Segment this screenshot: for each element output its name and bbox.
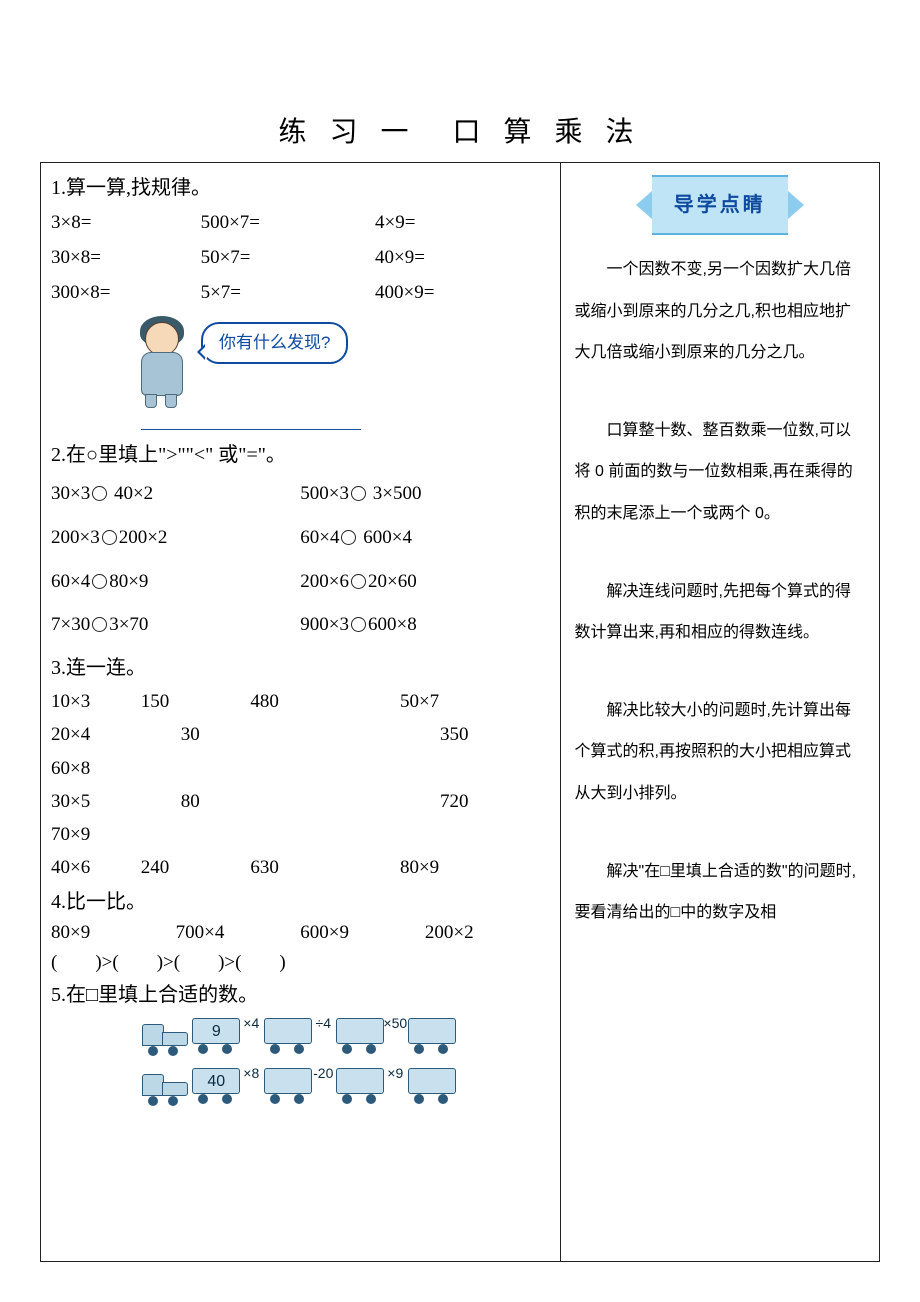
q2-cell: 7×303×70 — [51, 603, 300, 647]
train-car-blank — [262, 1018, 314, 1054]
q2-cell: 30×3 40×2 — [51, 472, 300, 516]
train-car: 40 — [190, 1068, 242, 1104]
q1-heading: 1.算一算,找规律。 — [51, 173, 550, 203]
q1-cell: 5×7= — [201, 275, 375, 310]
q2-cell: 200×620×60 — [300, 560, 549, 604]
q1-cell: 40×9= — [375, 240, 549, 275]
q3-heading: 3.连一连。 — [51, 653, 550, 683]
tip-paragraph: 一个因数不变,另一个因数扩大几倍或缩小到原来的几分之几,积也相应地扩大几倍或缩小… — [575, 249, 865, 374]
train-car-blank — [262, 1068, 314, 1104]
guide-banner-label: 导学点睛 — [652, 175, 788, 235]
q3-cell: 150 — [141, 685, 251, 718]
q1-cell: 500×7= — [201, 205, 375, 240]
page-title: 练 习 一 口 算 乘 法 — [40, 110, 880, 150]
q3-cell: 480 — [250, 685, 400, 718]
train-car-blank — [406, 1018, 458, 1054]
q3-cell: 350 — [400, 718, 550, 751]
q2-cell: 60×4 600×4 — [300, 516, 549, 560]
q3-grid: 10×3 150 480 50×7 20×4 30 350 60×8 30×5 … — [51, 685, 550, 885]
q3-cell: 10×3 — [51, 685, 141, 718]
q4-item: 600×9 — [300, 919, 425, 948]
q3-cell: 40×6 — [51, 851, 141, 884]
car-value: 9 — [192, 1018, 240, 1044]
compare-circle-icon — [92, 574, 107, 589]
speech-row: 你有什么发现? — [131, 316, 550, 408]
compare-circle-icon — [92, 617, 107, 632]
q2-heading: 2.在○里填上">""<" 或"="。 — [51, 440, 550, 470]
q3-cell: 30 — [141, 718, 251, 751]
q1-cell: 400×9= — [375, 275, 549, 310]
q1-grid: 3×8= 500×7= 4×9= 30×8= 50×7= 40×9= 300×8… — [51, 205, 550, 310]
speech-bubble: 你有什么发现? — [201, 322, 348, 364]
q3-cell — [250, 785, 400, 818]
tip-paragraph: 口算整十数、整百数乘一位数,可以将 0 前面的数与一位数相乘,再在乘得的积的末尾… — [575, 410, 865, 535]
q1-cell: 30×8= — [51, 240, 201, 275]
q3-cell — [250, 818, 400, 851]
q2-cell: 60×480×9 — [51, 560, 300, 604]
q4-compare-line: ( )>( )>( )>( ) — [51, 949, 550, 978]
chevron-right-icon — [636, 191, 652, 219]
train-car-blank — [334, 1068, 386, 1104]
answer-blank-line — [141, 412, 361, 430]
q3-cell: 30×5 — [51, 785, 141, 818]
compare-circle-icon — [351, 617, 366, 632]
compare-circle-icon — [351, 486, 366, 501]
q4-heading: 4.比一比。 — [51, 887, 550, 917]
q2-cell: 200×3200×2 — [51, 516, 300, 560]
q3-cell — [400, 818, 550, 851]
q3-cell: 70×9 — [51, 818, 141, 851]
q5-heading: 5.在□里填上合适的数。 — [51, 980, 550, 1010]
q3-cell: 630 — [250, 851, 400, 884]
q4-item: 200×2 — [425, 919, 550, 948]
tip-paragraph: 解决连线问题时,先把每个算式的得数计算出来,再和相应的得数连线。 — [575, 571, 865, 654]
locomotive-icon — [142, 1070, 188, 1104]
train-car: 9 — [190, 1018, 242, 1054]
q3-cell: 20×4 — [51, 718, 141, 751]
q3-cell — [250, 718, 400, 751]
q1-cell: 3×8= — [51, 205, 201, 240]
q2-cell: 900×3600×8 — [300, 603, 549, 647]
train-1: 9 ×4 ÷4 ×50 — [51, 1018, 550, 1054]
car-value: 40 — [192, 1068, 240, 1094]
compare-circle-icon — [102, 530, 117, 545]
q3-cell: 720 — [400, 785, 550, 818]
q3-cell: 60×8 — [51, 752, 141, 785]
train-2: 40 ×8 -20 ×9 — [51, 1068, 550, 1104]
left-column: 1.算一算,找规律。 3×8= 500×7= 4×9= 30×8= 50×7= … — [41, 163, 561, 1261]
q2-grid: 30×3 40×2 500×3 3×500 200×3200×2 60×4 60… — [51, 472, 550, 647]
compare-circle-icon — [351, 574, 366, 589]
content-box: 1.算一算,找规律。 3×8= 500×7= 4×9= 30×8= 50×7= … — [40, 162, 880, 1262]
q3-cell: 240 — [141, 851, 251, 884]
q1-cell: 300×8= — [51, 275, 201, 310]
q3-cell — [400, 752, 550, 785]
q2-cell: 500×3 3×500 — [300, 472, 549, 516]
q3-cell: 50×7 — [400, 685, 550, 718]
q1-cell: 4×9= — [375, 205, 549, 240]
child-avatar-icon — [131, 316, 193, 408]
q3-cell — [250, 752, 400, 785]
q4-item: 700×4 — [176, 919, 301, 948]
q3-cell: 80 — [141, 785, 251, 818]
guide-banner: 导学点睛 — [615, 175, 825, 235]
compare-circle-icon — [92, 486, 107, 501]
compare-circle-icon — [341, 530, 356, 545]
right-column: 导学点睛 一个因数不变,另一个因数扩大几倍或缩小到原来的几分之几,积也相应地扩大… — [561, 163, 879, 1261]
q4-items: 80×9 700×4 600×9 200×2 — [51, 919, 550, 948]
train-car-blank — [406, 1068, 458, 1104]
tip-paragraph: 解决比较大小的问题时,先计算出每个算式的积,再按照积的大小把相应算式从大到小排列… — [575, 690, 865, 815]
tip-paragraph: 解决"在□里填上合适的数"的问题时,要看清给出的□中的数字及相 — [575, 851, 865, 934]
chevron-left-icon — [788, 191, 804, 219]
locomotive-icon — [142, 1020, 188, 1054]
q3-cell — [141, 752, 251, 785]
q4-item: 80×9 — [51, 919, 176, 948]
q1-cell: 50×7= — [201, 240, 375, 275]
train-car-blank — [334, 1018, 386, 1054]
q3-cell: 80×9 — [400, 851, 550, 884]
q3-cell — [141, 818, 251, 851]
